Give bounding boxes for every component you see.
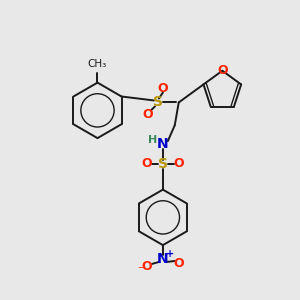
Text: +: +	[166, 249, 174, 259]
Text: O: O	[143, 108, 153, 121]
Text: O: O	[158, 82, 168, 95]
Text: CH₃: CH₃	[88, 59, 107, 69]
Text: S: S	[153, 95, 163, 110]
Text: S: S	[158, 157, 168, 171]
Text: O: O	[173, 158, 184, 170]
Text: O: O	[217, 64, 228, 77]
Text: O: O	[173, 257, 184, 270]
Text: N: N	[157, 137, 169, 151]
Text: O: O	[142, 158, 152, 170]
Text: ⁻: ⁻	[137, 265, 143, 275]
Text: O: O	[142, 260, 152, 273]
Text: H: H	[148, 135, 158, 145]
Text: N: N	[157, 252, 169, 266]
